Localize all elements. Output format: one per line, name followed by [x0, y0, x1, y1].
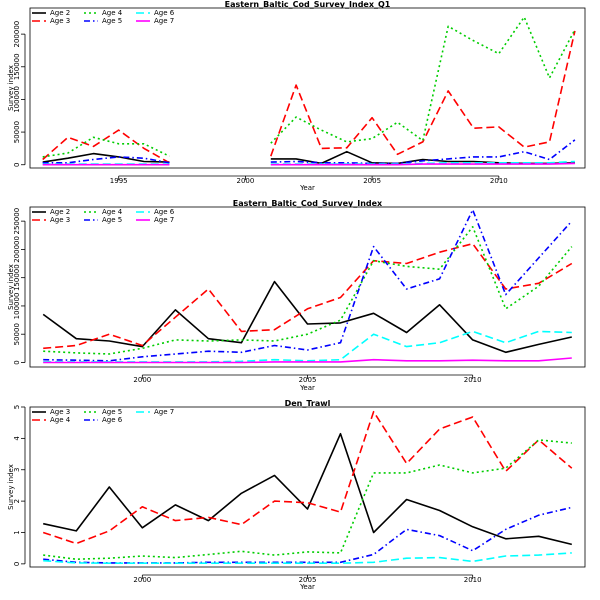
x-tick-label: 2000: [133, 576, 151, 584]
y-tick-label: 4: [13, 436, 21, 441]
chart-title: Eastern_Baltic_Cod_Survey_Index: [233, 199, 383, 208]
plot-frame: [29, 406, 586, 568]
x-tick-label: 2005: [363, 177, 381, 185]
legend-item: Age 7: [154, 408, 174, 416]
legend-item: Age 3: [50, 17, 70, 25]
series-line-age-3: [43, 242, 573, 350]
y-axis-label: Survey index: [7, 65, 15, 111]
legend-item: Age 6: [154, 9, 175, 17]
legend-item: Age 4: [102, 208, 123, 216]
legend-item: Age 5: [102, 17, 122, 25]
series-line-age-3: [270, 30, 576, 157]
series-line-age-4: [42, 410, 573, 545]
x-axis-label: Year: [299, 583, 315, 591]
y-tick-label: 200000: [13, 236, 21, 263]
legend-item: Age 7: [154, 216, 174, 224]
chart-panel-3: Den_Trawl 2000 2005 2010 Year 0 1 2 3 4 5 Survey in…: [7, 399, 586, 591]
series-line-age-5: [43, 209, 573, 362]
y-tick-label: 100000: [13, 86, 21, 113]
chart-panel-2: Eastern_Baltic_Cod_Survey_Index 2000 2005 2…: [7, 199, 586, 392]
series-line-age-5: [270, 139, 576, 165]
series-line-age-7: [43, 552, 572, 565]
y-tick-label: 50000: [13, 323, 21, 345]
y-axis-label: Survey index: [7, 464, 15, 510]
legend-item: Age 6: [154, 208, 175, 216]
y-tick-label: 150000: [13, 53, 21, 80]
x-tick-label: 2005: [299, 576, 317, 584]
legend-item: Age 5: [102, 408, 122, 416]
x-tick-label: 2000: [236, 177, 254, 185]
y-tick-label: 100000: [13, 293, 21, 320]
y-tick-label: 250000: [13, 208, 21, 235]
y-tick-label: 0: [13, 360, 21, 364]
series-line-age-2: [42, 280, 572, 354]
series-line-age-3: [43, 432, 572, 546]
x-tick-label: 2010: [464, 376, 482, 384]
series-line-age-7: [43, 357, 572, 364]
legend-item: Age 4: [50, 416, 71, 424]
series-line-age-4: [42, 136, 170, 158]
chart-title: Den_Trawl: [285, 399, 331, 408]
legend-item: Age 4: [102, 9, 123, 17]
legend-item: Age 3: [50, 216, 70, 224]
x-axis-label: Year: [299, 384, 315, 392]
legend-item: Age 3: [50, 408, 70, 416]
y-tick-label: 0: [13, 562, 21, 566]
x-tick-label: 2005: [299, 376, 317, 384]
legend-item: Age 2: [50, 208, 70, 216]
series-line-age-5: [43, 439, 572, 561]
legend-item: Age 5: [102, 216, 122, 224]
series-line-age-6: [43, 506, 572, 564]
y-tick-label: 150000: [13, 264, 21, 291]
x-axis-label: Year: [299, 184, 315, 192]
plot-frame: [29, 7, 586, 169]
y-tick-label: 2: [13, 499, 21, 503]
legend-item: Age 6: [102, 416, 123, 424]
series-line-age-3: [42, 129, 170, 164]
legend-item: Age 7: [154, 17, 174, 25]
y-tick-label: 200000: [13, 21, 21, 48]
legend-item: Age 2: [50, 9, 70, 17]
x-tick-label: 2010: [464, 576, 482, 584]
y-tick-label: 50000: [13, 121, 21, 143]
chart-panel-1: Eastern_Baltic_Cod_Survey_Index_Q1 1995 20…: [7, 0, 586, 192]
x-tick-label: 2000: [133, 376, 151, 384]
y-tick-label: 1: [13, 530, 21, 534]
chart-title: Eastern_Baltic_Cod_Survey_Index_Q1: [225, 0, 391, 9]
x-tick-label: 2010: [490, 177, 508, 185]
y-axis-label: Survey index: [7, 264, 15, 310]
y-tick-label: 3: [13, 468, 21, 472]
plot-frame: [29, 206, 586, 368]
y-tick-label: 5: [13, 405, 21, 409]
y-tick-label: 0: [13, 163, 21, 167]
x-tick-label: 1995: [110, 177, 128, 185]
series-line-age-4: [43, 226, 573, 355]
series-line-age-2: [42, 152, 170, 163]
series-line-age-4: [270, 16, 576, 144]
series-line-age-5: [42, 156, 170, 164]
series-line-age-7: [270, 162, 575, 166]
